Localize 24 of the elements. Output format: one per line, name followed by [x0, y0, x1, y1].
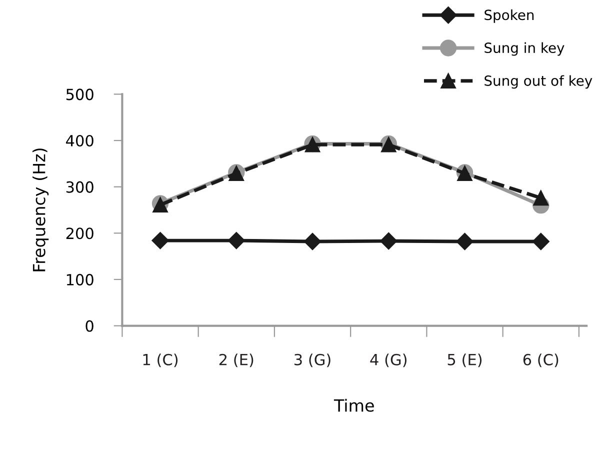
point	[380, 232, 398, 250]
y-tick-label: 100	[66, 274, 94, 286]
point	[456, 232, 474, 250]
point	[304, 232, 322, 250]
y-axis-title: Frequency (Hz)	[32, 148, 49, 272]
x-tick-label: 1 (C)	[143, 354, 178, 368]
x-tick-label: 5 (E)	[448, 354, 482, 368]
x-tick-label: 2 (E)	[219, 354, 254, 368]
y-tick-label: 300	[66, 181, 94, 193]
y-tick-label: 400	[66, 134, 94, 147]
x-axis-title: Time	[334, 398, 374, 412]
point	[532, 232, 550, 250]
legend-label: Sung out of key	[484, 75, 592, 89]
y-tick-label: 200	[66, 228, 94, 240]
x-tick-label: 3 (G)	[294, 354, 330, 368]
point	[228, 232, 245, 250]
point	[152, 232, 169, 250]
legend-label: Sung in key	[484, 42, 564, 56]
y-tick-label: 500	[66, 88, 94, 100]
point	[533, 190, 549, 206]
x-tick-label: 4 (G)	[370, 354, 406, 368]
x-tick-label: 6 (C)	[523, 354, 558, 368]
y-tick-label: 0	[86, 320, 94, 332]
legend-label: Spoken	[484, 9, 534, 23]
